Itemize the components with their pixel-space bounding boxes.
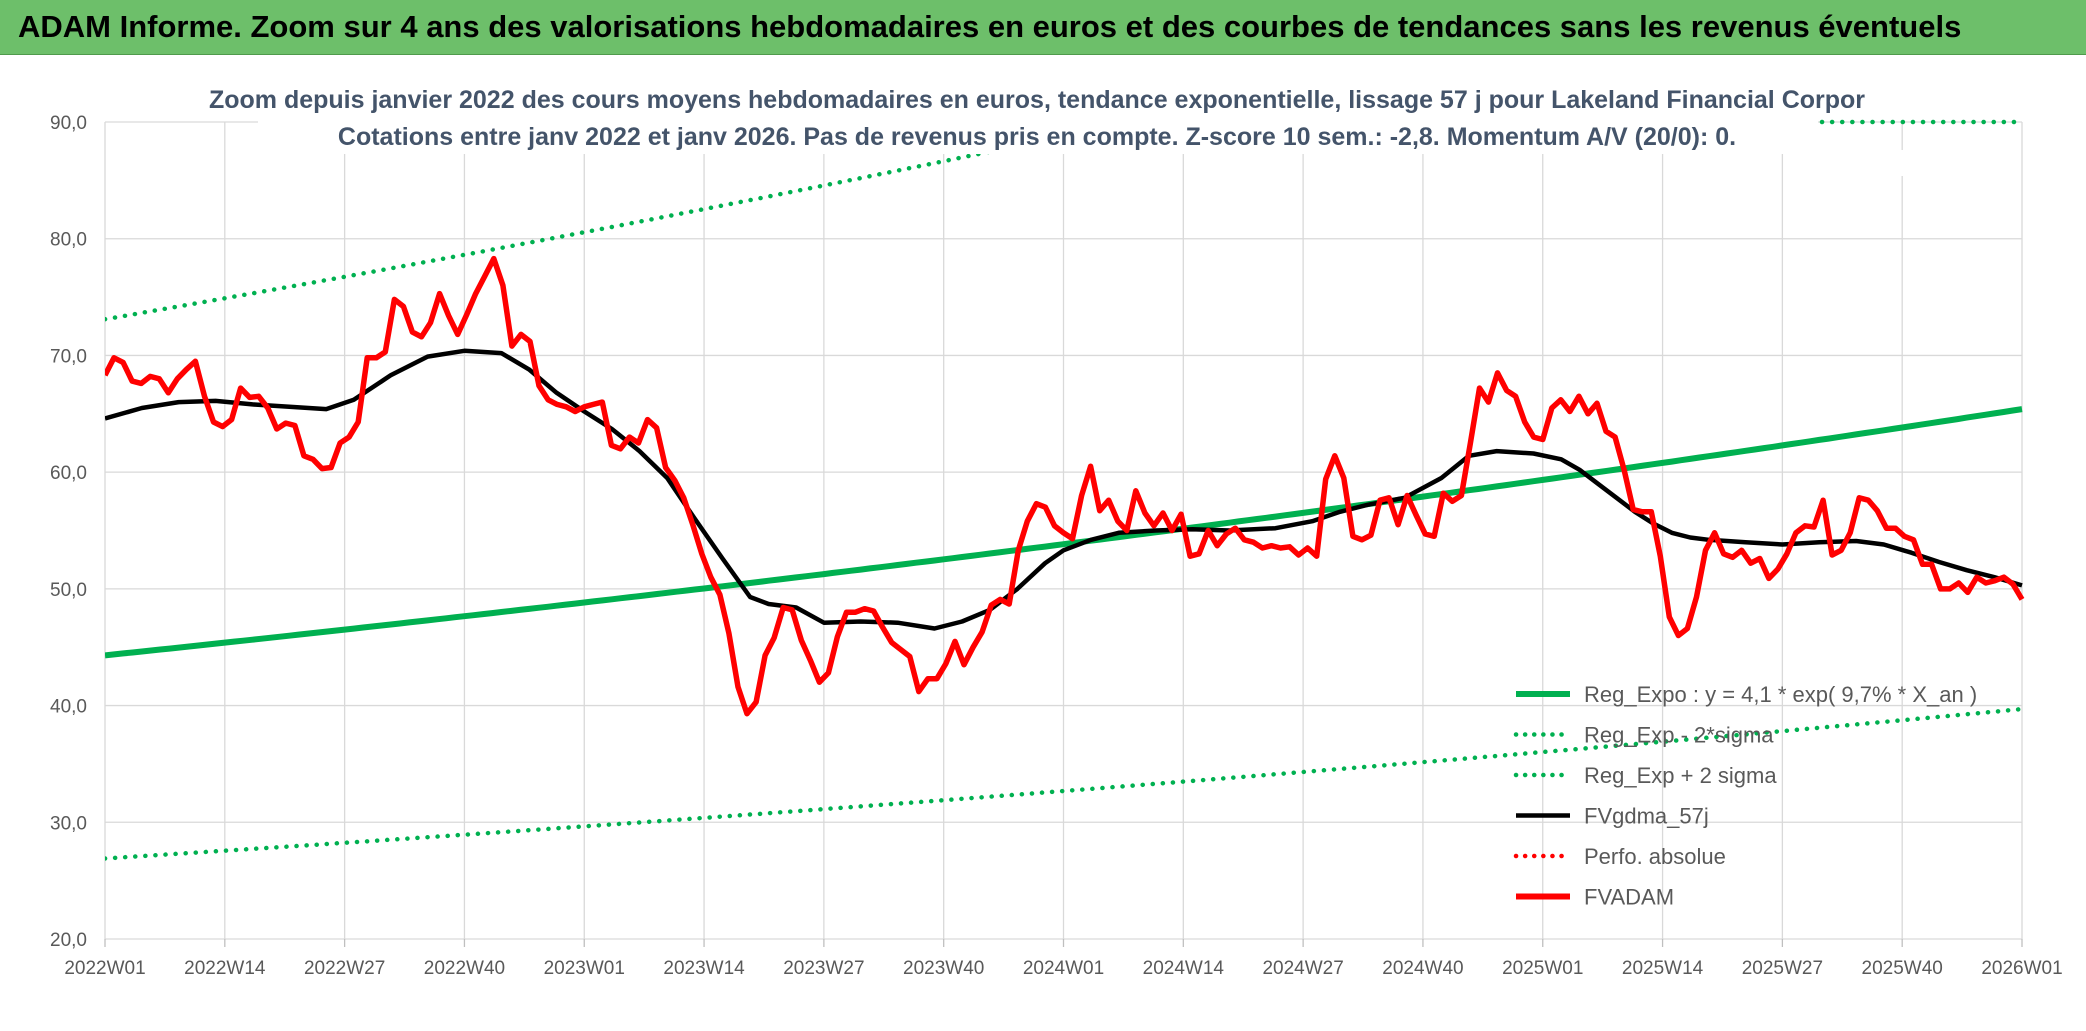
x-tick-label: 2024W40	[1382, 958, 1463, 979]
x-tick-label: 2023W01	[544, 958, 625, 979]
x-tick-label: 2022W40	[424, 958, 505, 979]
chart-title-line-2: Cotations entre janv 2022 et janv 2026. …	[338, 123, 1736, 151]
x-tick-label: 2026W01	[1981, 958, 2062, 979]
legend-label: Reg_Exp + 2 sigma	[1584, 763, 1777, 788]
legend-label: Reg_Exp - 2*sigma	[1584, 723, 1774, 748]
y-tick-label: 60,0	[50, 463, 87, 484]
y-tick-label: 80,0	[50, 230, 87, 251]
legend-label: Reg_Expo : y = 4,1 * exp( 9,7% * X_an )	[1584, 682, 1977, 707]
chart-area: 20,0 30,0 40,0 50,0 60,0 70,0 80,0 90,0 2022W01 2…	[0, 54, 2086, 1031]
y-tick-label: 90,0	[50, 113, 87, 134]
chart-title-line-1: Zoom depuis janvier 2022 des cours moyen…	[209, 86, 1865, 114]
fvgdma-57j-line	[105, 348, 2023, 631]
x-tick-label: 2024W27	[1262, 958, 1343, 979]
y-tick-label: 50,0	[50, 580, 87, 601]
x-tick-label: 2024W01	[1023, 958, 1104, 979]
y-tick-label: 30,0	[50, 813, 87, 834]
fvadam-line	[105, 255, 2025, 717]
x-tick-label: 2024W14	[1143, 958, 1225, 979]
legend-label: FVgdma_57j	[1584, 804, 1709, 829]
y-tick-label: 70,0	[50, 346, 87, 367]
reg-expo-line	[105, 406, 2023, 659]
legend-label: FVADAM	[1584, 885, 1674, 910]
x-tick-label: 2022W27	[304, 958, 385, 979]
report-title: ADAM Informe. Zoom sur 4 ans des valoris…	[18, 9, 1962, 44]
x-tick-label: 2023W40	[903, 958, 984, 979]
price-trend-chart: 20,0 30,0 40,0 50,0 60,0 70,0 80,0 90,0 2022W01 2…	[50, 80, 2063, 979]
x-tick-label: 2025W01	[1502, 958, 1583, 979]
x-tick-label: 2025W14	[1622, 958, 1704, 979]
reg-exp-minus-2sigma-line	[105, 706, 2025, 861]
x-tick-label: 2023W27	[783, 958, 864, 979]
x-tick-label: 2025W40	[1862, 958, 1943, 979]
y-tick-label: 40,0	[50, 697, 87, 718]
x-tick-label: 2025W27	[1742, 958, 1823, 979]
x-tick-label: 2022W14	[184, 958, 266, 979]
plot-gap	[1822, 150, 2018, 176]
x-tick-label: 2022W01	[64, 958, 145, 979]
plot-area	[105, 120, 2025, 861]
legend-label: Perfo. absolue	[1584, 844, 1726, 869]
reg-exp-plus-2sigma-line	[105, 120, 1152, 322]
title-backdrop	[258, 80, 1818, 154]
chart-legend: Reg_Expo : y = 4,1 * exp( 9,7% * X_an ) R…	[1513, 682, 1977, 910]
report-banner: ADAM Informe. Zoom sur 4 ans des valoris…	[0, 0, 2086, 55]
y-tick-label: 20,0	[50, 930, 87, 951]
x-tick-label: 2023W14	[663, 958, 745, 979]
